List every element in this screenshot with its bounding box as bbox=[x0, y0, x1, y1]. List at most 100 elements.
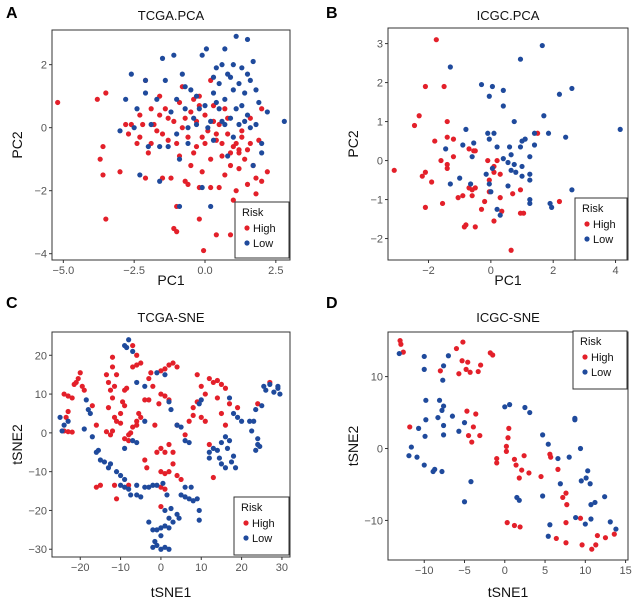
point-high bbox=[119, 399, 126, 405]
point-low bbox=[101, 459, 108, 465]
point-high bbox=[157, 112, 163, 118]
point-low bbox=[545, 441, 551, 447]
point-high bbox=[69, 395, 75, 401]
point-low bbox=[396, 350, 402, 357]
point-high bbox=[210, 474, 216, 481]
point-low bbox=[230, 410, 237, 417]
point-high bbox=[140, 121, 146, 128]
point-low bbox=[607, 519, 613, 525]
point-low bbox=[157, 143, 163, 150]
point-low bbox=[505, 183, 511, 189]
point-low bbox=[489, 83, 496, 90]
point-low bbox=[198, 397, 204, 403]
legend-box bbox=[234, 201, 290, 259]
legend-label-low: Low bbox=[252, 533, 272, 545]
point-high bbox=[467, 369, 473, 375]
point-high bbox=[166, 362, 172, 368]
x-tick-label: 0.0 bbox=[197, 265, 212, 277]
point-low bbox=[216, 80, 222, 87]
point-low bbox=[531, 142, 538, 148]
point-low bbox=[456, 428, 462, 434]
point-low bbox=[208, 118, 214, 124]
point-high bbox=[264, 169, 270, 175]
point-low bbox=[502, 404, 508, 410]
point-high bbox=[113, 496, 120, 502]
point-low bbox=[230, 134, 236, 140]
panel-c: C TCGA-SNE −20 −10 0 10 20 30 −30 −20 −10 0 10 20 tSNE… bbox=[6, 295, 291, 600]
legend-label-low: Low bbox=[593, 234, 613, 246]
point-high bbox=[411, 122, 418, 129]
chart-title: TCGA-SNE bbox=[137, 310, 205, 325]
point-low bbox=[162, 523, 168, 529]
point-high bbox=[422, 83, 429, 90]
point-low bbox=[236, 80, 242, 87]
point-low bbox=[471, 140, 477, 146]
point-low bbox=[142, 90, 149, 96]
point-high bbox=[125, 131, 132, 137]
point-high bbox=[519, 467, 525, 473]
point-low bbox=[205, 125, 211, 131]
point-low bbox=[545, 130, 552, 136]
y-tick-label: −10 bbox=[28, 467, 47, 479]
point-low bbox=[190, 498, 196, 504]
point-low bbox=[154, 542, 160, 548]
point-high bbox=[111, 383, 118, 389]
point-high bbox=[437, 368, 443, 374]
point-low bbox=[519, 173, 525, 179]
point-high bbox=[472, 185, 478, 191]
point-low bbox=[271, 389, 277, 395]
point-low bbox=[259, 403, 265, 409]
point-low bbox=[128, 492, 134, 498]
point-high bbox=[103, 90, 109, 96]
point-low bbox=[264, 109, 270, 115]
point-low bbox=[206, 455, 212, 461]
point-low bbox=[150, 527, 156, 533]
point-high bbox=[441, 83, 447, 90]
point-high bbox=[136, 410, 142, 417]
point-high bbox=[473, 411, 479, 417]
y-tick-label: −20 bbox=[28, 505, 47, 517]
point-high bbox=[253, 191, 259, 197]
legend: Risk High Low bbox=[234, 201, 290, 259]
point-low bbox=[585, 468, 591, 474]
point-high bbox=[494, 157, 500, 164]
x-tick-label: 10 bbox=[195, 562, 207, 574]
point-low bbox=[583, 475, 589, 481]
point-low bbox=[218, 439, 225, 446]
point-high bbox=[214, 377, 220, 384]
point-high bbox=[222, 422, 229, 428]
point-high bbox=[174, 229, 180, 235]
point-low bbox=[613, 526, 619, 532]
point-high bbox=[472, 224, 478, 230]
point-low bbox=[196, 401, 202, 407]
y-tick-label: 0 bbox=[41, 428, 47, 440]
point-low bbox=[166, 546, 172, 552]
y-axis-label: tSNE2 bbox=[345, 426, 361, 467]
point-low bbox=[157, 178, 163, 184]
point-high bbox=[137, 112, 143, 118]
y-axis-label: PC2 bbox=[9, 131, 25, 158]
points-layer bbox=[57, 337, 283, 552]
panel-label: C bbox=[6, 295, 18, 312]
point-low bbox=[447, 64, 453, 70]
point-high bbox=[497, 171, 503, 177]
point-low bbox=[557, 481, 563, 487]
point-high bbox=[465, 359, 471, 365]
legend-title: Risk bbox=[242, 207, 264, 219]
point-high bbox=[506, 425, 512, 431]
point-high bbox=[158, 368, 164, 374]
point-low bbox=[193, 93, 200, 99]
x-tick-label: 2.5 bbox=[268, 265, 283, 277]
point-high bbox=[589, 546, 595, 552]
point-high bbox=[564, 502, 570, 508]
point-high bbox=[100, 172, 106, 178]
points-layer bbox=[55, 33, 287, 254]
x-tick-label: −2.5 bbox=[123, 265, 145, 277]
point-high bbox=[253, 175, 259, 181]
x-tick-label: −10 bbox=[111, 562, 130, 574]
point-high bbox=[553, 535, 559, 542]
point-low bbox=[226, 395, 233, 401]
point-low bbox=[158, 533, 164, 539]
point-low bbox=[516, 497, 522, 503]
y-tick-label: −1 bbox=[370, 195, 383, 207]
